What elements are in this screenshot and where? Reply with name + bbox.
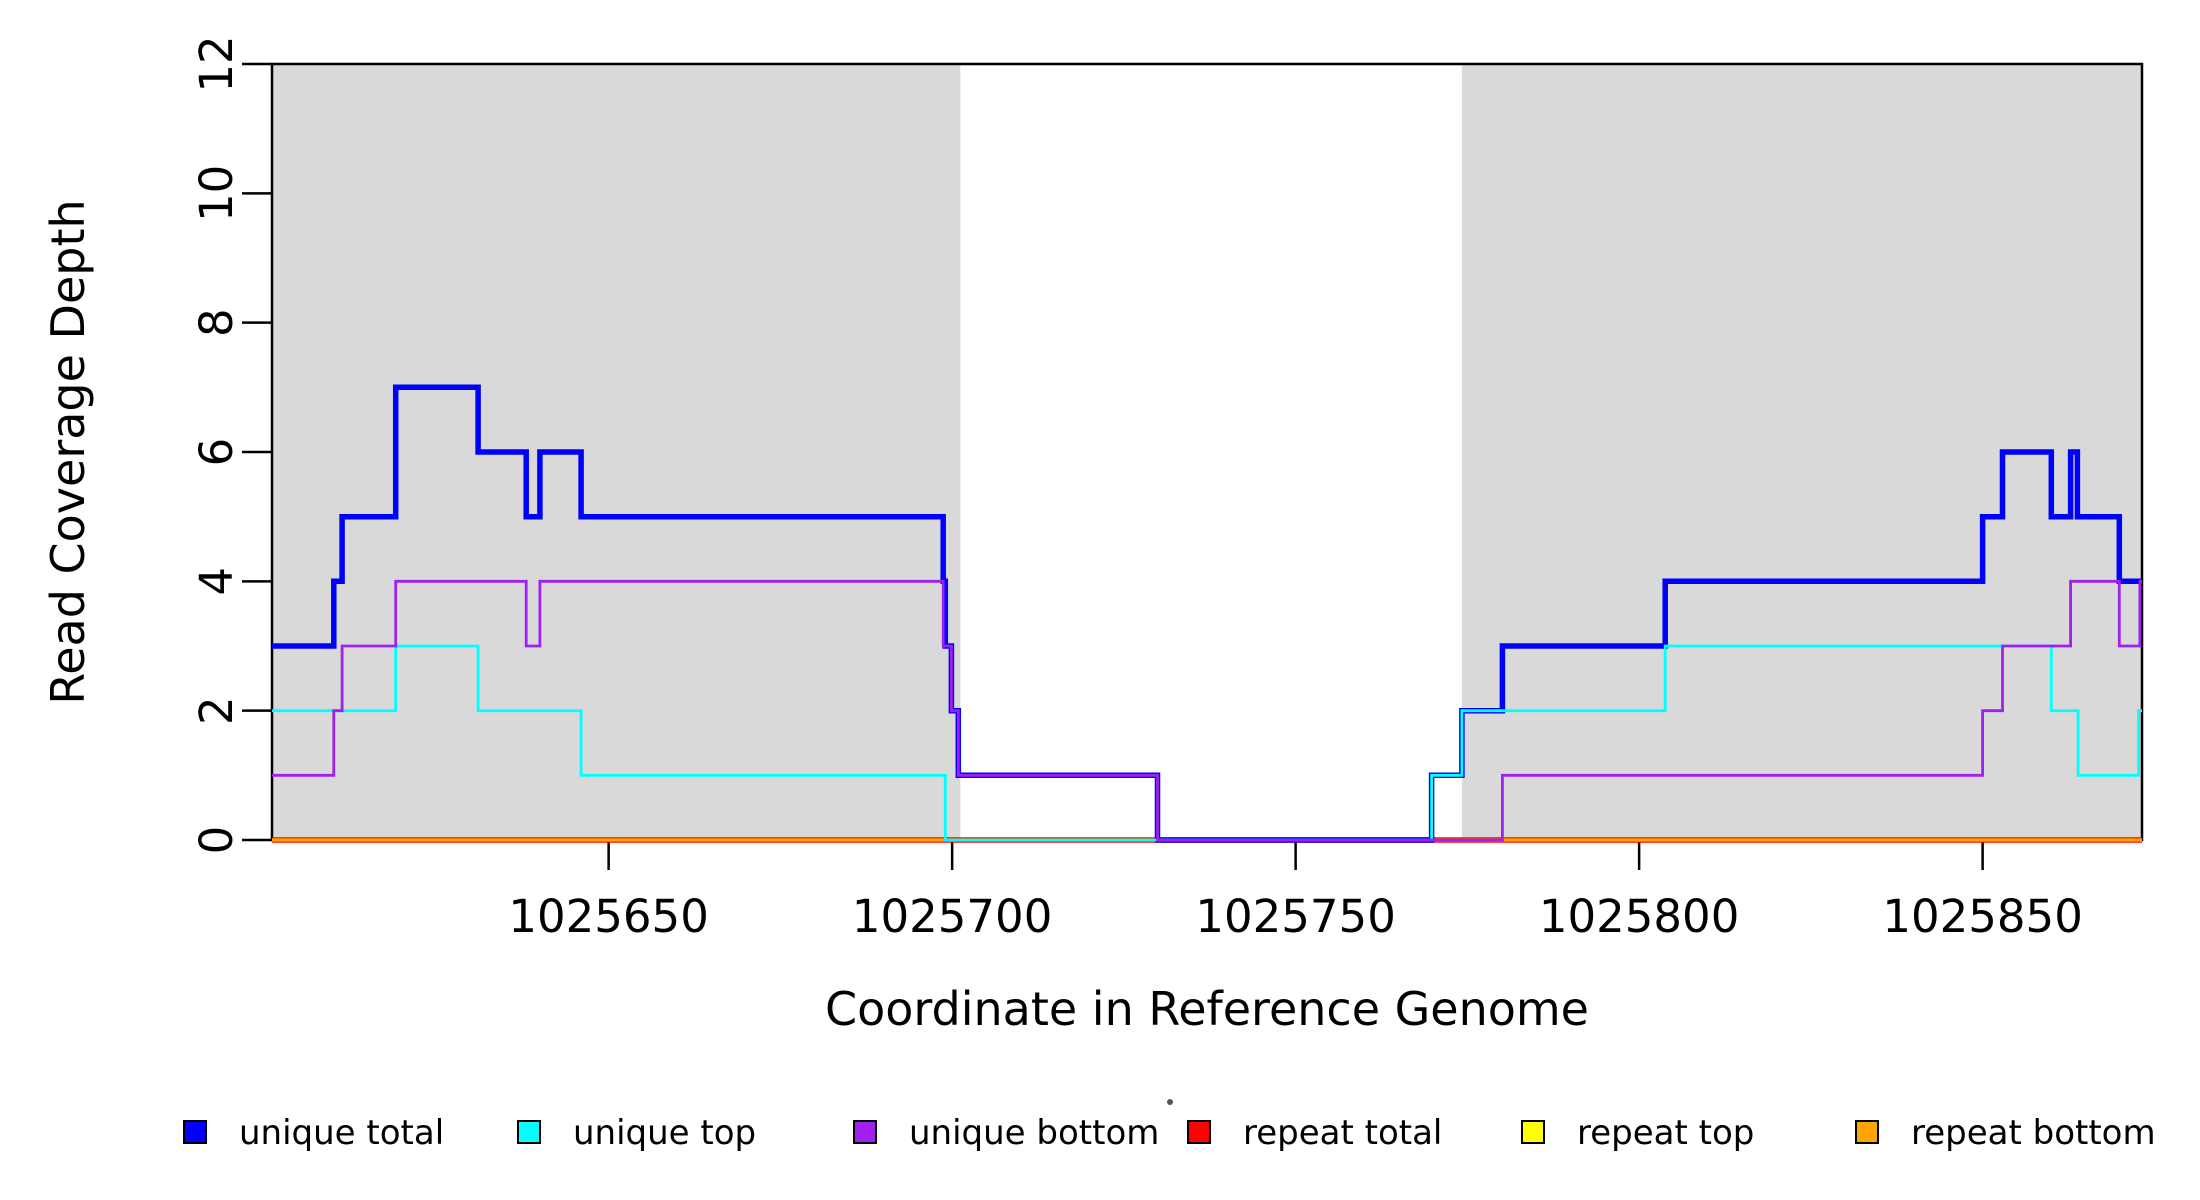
legend-swatch-unique-total <box>183 1120 207 1144</box>
legend-swatch-repeat-total <box>1187 1120 1211 1144</box>
legend-label-repeat-top: repeat top <box>1577 1113 1754 1153</box>
legend-label-unique-bottom: unique bottom <box>909 1113 1159 1153</box>
series-line-unique-top <box>272 644 2142 842</box>
y-tick-label: 12 <box>190 35 243 92</box>
shaded-region-0 <box>272 64 961 840</box>
y-tick-label: 4 <box>190 567 243 596</box>
y-axis-title: Read Coverage Depth <box>41 199 95 704</box>
x-tick-label: 1025800 <box>1539 890 1739 943</box>
stray-dot <box>1167 1099 1173 1105</box>
legend-swatch-repeat-bottom <box>1855 1120 1879 1144</box>
y-tick-label: 0 <box>190 826 243 855</box>
y-tick-label: 6 <box>190 438 243 467</box>
y-tick-label: 8 <box>190 308 243 337</box>
legend-swatch-repeat-top <box>1521 1120 1545 1144</box>
x-tick-label: 1025850 <box>1882 890 2082 943</box>
x-axis-title: Coordinate in Reference Genome <box>825 982 1589 1036</box>
legend-label-repeat-bottom: repeat bottom <box>1911 1113 2156 1153</box>
x-tick-label: 1025650 <box>508 890 708 943</box>
legend-swatch-unique-top <box>517 1120 541 1144</box>
legend-label-repeat-total: repeat total <box>1243 1113 1442 1153</box>
legend-label-unique-top: unique top <box>573 1113 756 1153</box>
x-tick-label: 1025700 <box>852 890 1052 943</box>
series-line-unique-bottom <box>272 579 2142 842</box>
legend-swatch-unique-bottom <box>853 1120 877 1144</box>
x-tick-label: 1025750 <box>1195 890 1395 943</box>
y-tick-label: 10 <box>190 165 243 222</box>
legend-label-unique-total: unique total <box>239 1113 444 1153</box>
y-tick-label: 2 <box>190 696 243 725</box>
